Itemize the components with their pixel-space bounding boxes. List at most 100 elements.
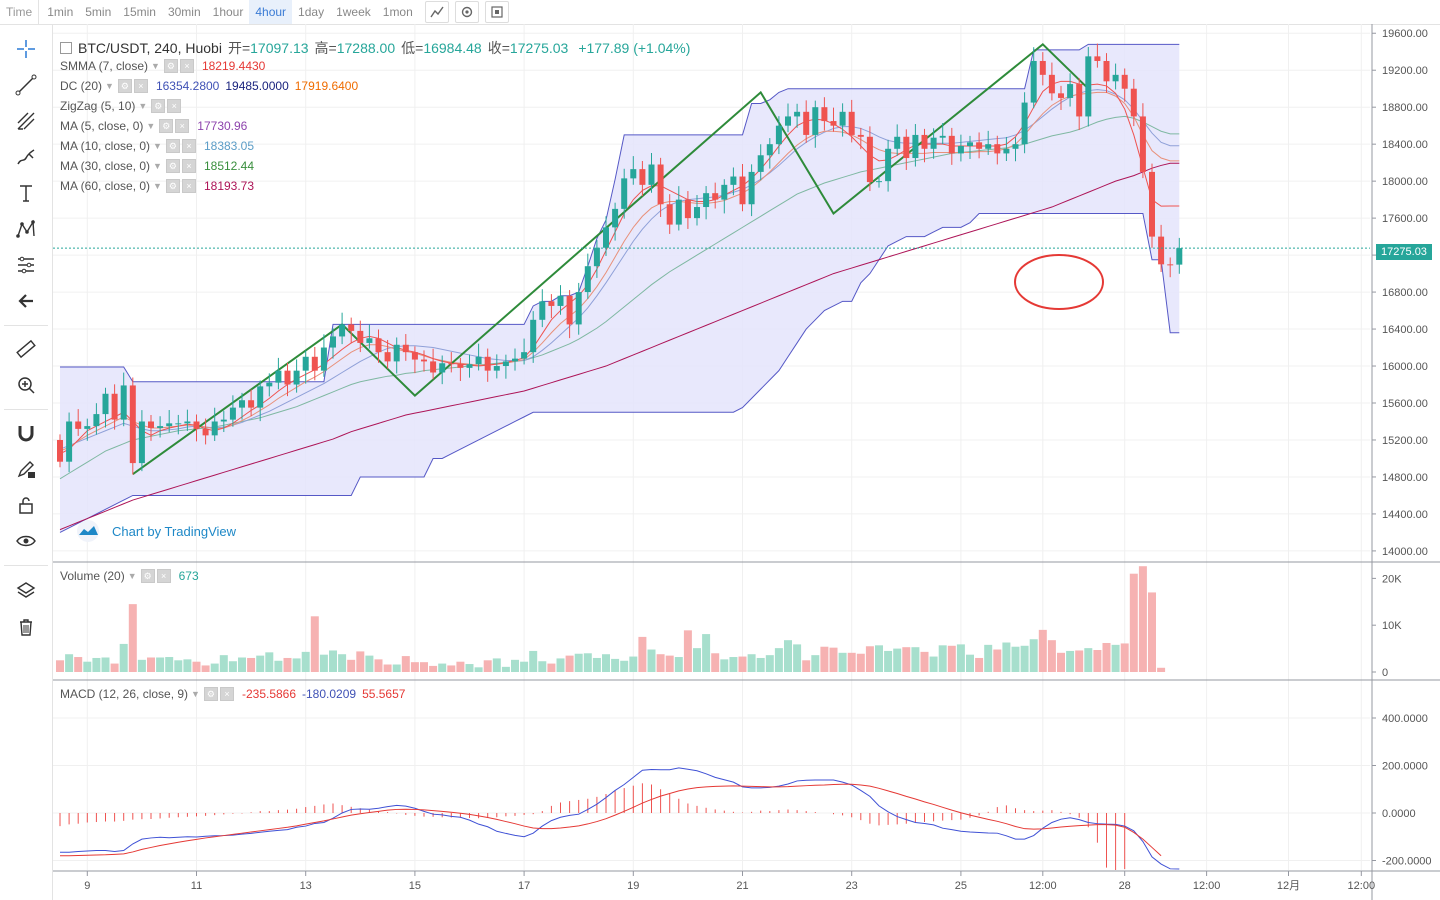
candle-body xyxy=(712,193,719,200)
candle xyxy=(1103,53,1110,93)
candle-body xyxy=(466,364,473,368)
candle-body xyxy=(639,169,646,185)
candle xyxy=(775,116,782,155)
volume-bar xyxy=(938,645,947,672)
candle-body xyxy=(666,204,673,225)
volume-bar xyxy=(1002,642,1011,672)
fib-icon[interactable] xyxy=(12,251,40,279)
indicator-label[interactable]: Volume (20) xyxy=(60,569,125,583)
indicator-label[interactable]: MA (60, close, 0) xyxy=(60,179,151,193)
remove-icon[interactable]: × xyxy=(156,569,171,583)
ruler-icon[interactable] xyxy=(12,335,40,363)
candle-body xyxy=(939,135,946,138)
candle-body xyxy=(229,407,236,420)
pattern-icon[interactable] xyxy=(12,215,40,243)
interval-5min[interactable]: 5min xyxy=(85,5,112,19)
remove-icon[interactable]: × xyxy=(133,79,148,93)
tradingview-watermark[interactable]: Chart by TradingView xyxy=(74,520,236,542)
indicator-label[interactable]: ZigZag (5, 10) xyxy=(60,99,136,113)
pitchfork-icon[interactable] xyxy=(12,107,40,135)
time-tick-label: 23 xyxy=(846,880,858,892)
interval-4hour[interactable]: 4hour xyxy=(249,0,293,24)
indicator-label[interactable]: MA (10, close, 0) xyxy=(60,139,151,153)
interval-15min[interactable]: 15min xyxy=(123,5,156,19)
interval-1day[interactable]: 1day xyxy=(298,5,325,19)
volume-bar xyxy=(1129,573,1138,672)
eye-icon[interactable] xyxy=(12,527,40,555)
interval-1mon[interactable]: 1mon xyxy=(382,5,413,19)
layers-icon[interactable] xyxy=(12,577,40,605)
chart-type-icon[interactable] xyxy=(424,1,449,23)
candle xyxy=(866,126,873,192)
lock-draw-icon[interactable] xyxy=(12,455,40,483)
remove-icon[interactable]: × xyxy=(219,687,234,701)
lock-icon[interactable] xyxy=(12,491,40,519)
settings-icon[interactable]: ⚙ xyxy=(140,569,155,583)
dropdown-caret-icon[interactable]: ▼ xyxy=(153,141,162,151)
settings-icon[interactable]: ⚙ xyxy=(203,687,218,701)
volume-bar xyxy=(56,660,64,672)
indicator-label[interactable]: MA (5, close, 0) xyxy=(60,119,144,133)
remove-icon[interactable]: × xyxy=(175,119,190,133)
change-value: +177.89 (+1.04%) xyxy=(578,40,691,56)
dropdown-caret-icon[interactable]: ▼ xyxy=(127,571,137,581)
indicator-label[interactable]: SMMA (7, close) xyxy=(60,59,149,73)
interval-30min[interactable]: 30min xyxy=(167,5,201,19)
crosshair-icon[interactable] xyxy=(12,35,40,63)
fullscreen-icon[interactable] xyxy=(484,1,509,23)
dropdown-caret-icon[interactable]: ▼ xyxy=(153,181,162,191)
dropdown-caret-icon[interactable]: ▼ xyxy=(191,689,200,699)
candle xyxy=(93,403,100,435)
volume-bar xyxy=(838,652,847,672)
dropdown-caret-icon[interactable]: ▼ xyxy=(138,101,148,111)
volume-bar xyxy=(774,648,783,672)
dropdown-caret-icon[interactable]: ▼ xyxy=(153,161,162,171)
signal-line xyxy=(60,783,1162,857)
remove-icon[interactable]: × xyxy=(167,99,182,113)
candle xyxy=(794,103,801,128)
settings-icon[interactable] xyxy=(454,1,479,23)
candle-body xyxy=(1167,264,1174,266)
settings-icon[interactable]: ⚙ xyxy=(163,59,178,73)
settings-icon[interactable]: ⚙ xyxy=(165,159,180,173)
dropdown-caret-icon[interactable]: ▼ xyxy=(151,61,160,71)
remove-icon[interactable]: × xyxy=(181,159,196,173)
back-arrow-icon[interactable] xyxy=(12,287,40,315)
dropdown-caret-icon[interactable]: ▼ xyxy=(105,81,114,91)
candle xyxy=(339,312,346,345)
remove-icon[interactable]: × xyxy=(181,139,196,153)
price-tick-label: 19200.00 xyxy=(1382,65,1428,77)
indicator-label[interactable]: MACD (12, 26, close, 9) xyxy=(60,687,189,701)
magnet-icon[interactable] xyxy=(12,419,40,447)
zoom-in-icon[interactable] xyxy=(12,371,40,399)
candle xyxy=(757,144,764,181)
remove-icon[interactable]: × xyxy=(181,179,196,193)
candle xyxy=(948,127,955,165)
candle xyxy=(411,346,418,374)
indicator-label[interactable]: MA (30, close, 0) xyxy=(60,159,151,173)
settings-icon[interactable]: ⚙ xyxy=(165,139,180,153)
donchian-channel-fill xyxy=(60,44,1180,533)
collapse-icon[interactable] xyxy=(60,42,72,54)
indicator-label[interactable]: DC (20) xyxy=(60,79,103,93)
volume-bar xyxy=(738,656,747,672)
interval-1week[interactable]: 1week xyxy=(336,5,371,19)
text-icon[interactable] xyxy=(12,179,40,207)
price-tick-label: 14000.00 xyxy=(1382,546,1428,558)
brush-icon[interactable] xyxy=(12,143,40,171)
settings-icon[interactable]: ⚙ xyxy=(117,79,132,93)
settings-icon[interactable]: ⚙ xyxy=(165,179,180,193)
settings-icon[interactable]: ⚙ xyxy=(159,119,174,133)
remove-icon[interactable]: × xyxy=(179,59,194,73)
volume-bar xyxy=(720,659,729,672)
dropdown-caret-icon[interactable]: ▼ xyxy=(146,121,156,131)
candle xyxy=(566,290,573,339)
interval-1min[interactable]: 1min xyxy=(47,5,74,19)
interval-1hour[interactable]: 1hour xyxy=(212,5,244,19)
settings-icon[interactable]: ⚙ xyxy=(151,99,166,113)
volume-bar xyxy=(1102,642,1111,672)
trash-icon[interactable] xyxy=(12,613,40,641)
trend-line-icon[interactable] xyxy=(12,71,40,99)
candle-body xyxy=(694,207,700,219)
